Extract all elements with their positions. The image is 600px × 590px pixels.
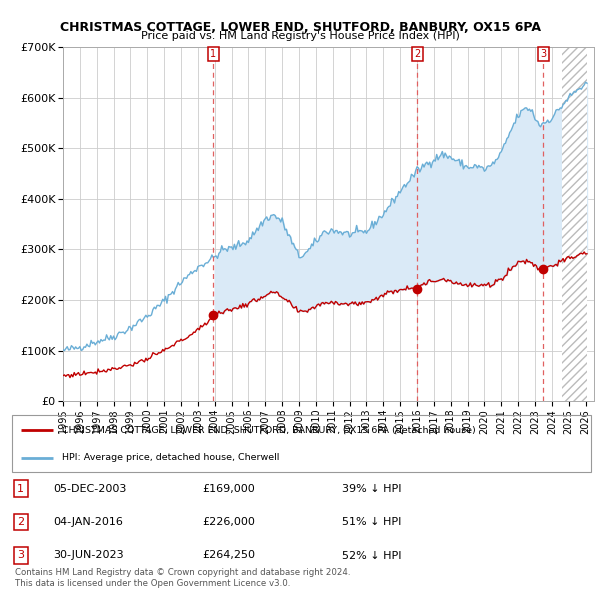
- Text: £226,000: £226,000: [202, 517, 255, 527]
- Text: 52% ↓ HPI: 52% ↓ HPI: [343, 550, 402, 560]
- Text: CHRISTMAS COTTAGE, LOWER END, SHUTFORD, BANBURY, OX15 6PA: CHRISTMAS COTTAGE, LOWER END, SHUTFORD, …: [59, 21, 541, 34]
- Text: 3: 3: [540, 49, 547, 59]
- Text: 51% ↓ HPI: 51% ↓ HPI: [343, 517, 402, 527]
- Text: 39% ↓ HPI: 39% ↓ HPI: [343, 484, 402, 494]
- Text: £169,000: £169,000: [202, 484, 255, 494]
- Text: 3: 3: [17, 550, 24, 560]
- Text: 04-JAN-2016: 04-JAN-2016: [53, 517, 123, 527]
- Text: CHRISTMAS COTTAGE, LOWER END, SHUTFORD, BANBURY, OX15 6PA (detached house): CHRISTMAS COTTAGE, LOWER END, SHUTFORD, …: [62, 426, 475, 435]
- Text: Price paid vs. HM Land Registry's House Price Index (HPI): Price paid vs. HM Land Registry's House …: [140, 31, 460, 41]
- Text: HPI: Average price, detached house, Cherwell: HPI: Average price, detached house, Cher…: [62, 453, 279, 462]
- Text: 30-JUN-2023: 30-JUN-2023: [53, 550, 124, 560]
- Text: £264,250: £264,250: [202, 550, 255, 560]
- Text: 2: 2: [414, 49, 420, 59]
- Text: 2: 2: [17, 517, 24, 527]
- Text: 05-DEC-2003: 05-DEC-2003: [53, 484, 126, 494]
- Text: Contains HM Land Registry data © Crown copyright and database right 2024.
This d: Contains HM Land Registry data © Crown c…: [15, 568, 350, 588]
- Text: 1: 1: [17, 484, 24, 494]
- Text: 1: 1: [211, 49, 217, 59]
